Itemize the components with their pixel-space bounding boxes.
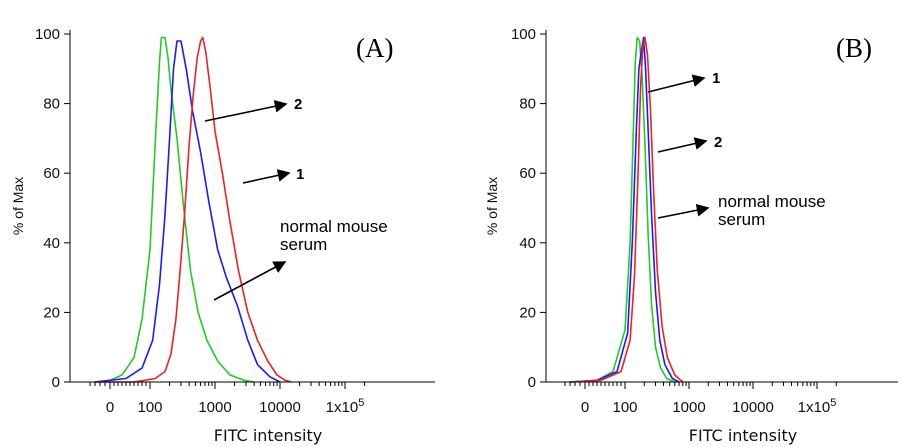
- panel-a-x-title: FITC intensity: [214, 426, 322, 445]
- panel-a-series-3-line: [95, 36, 292, 383]
- panel-a-y-tick-label: 100: [35, 26, 60, 43]
- panel-b-series-2-line: [569, 36, 680, 383]
- panel-a-y-tick-label: 60: [43, 165, 60, 182]
- panel-b-x-tick-label: 1x105: [798, 397, 837, 416]
- panel-b-y-title: % of Max: [484, 177, 500, 235]
- panel-a-label: (A): [356, 33, 393, 63]
- panel-a-annotation-serum: normal mouse serum: [280, 217, 388, 254]
- panel-b-arrow-2: [657, 137, 708, 153]
- panel-b-y-tick-label: 60: [519, 165, 536, 182]
- panel-a-arrow-serum: [213, 261, 287, 301]
- panel-b-x-tick-label: 10000: [732, 399, 774, 416]
- panel-a-x-tick-label: 1x105: [326, 397, 365, 416]
- panel-b-series-1-line: [569, 36, 676, 383]
- panel-a-y-tick-label: 0: [52, 374, 60, 391]
- panel-b-y-tick-label: 40: [519, 235, 536, 252]
- panel-b-y-ticks: 0 20 40 60 80 100: [511, 26, 546, 391]
- panel-a-x-tick-label: 100: [137, 399, 162, 416]
- panel-b-x-title: FITC intensity: [689, 426, 797, 445]
- panel-a-x-tick-label: 0: [106, 399, 114, 416]
- panel-b-y-tick-label: 20: [519, 304, 536, 321]
- panel-a-y-ticks: 0 20 40 60 80 100: [35, 26, 70, 391]
- panel-a-series-1-line: [94, 36, 255, 383]
- panel-b-series-3-line: [569, 36, 684, 383]
- panel-a: 0 20 40 60 80 100 0 100 1000 10000 1x105 (A) FITC…: [10, 26, 435, 445]
- panel-b-label: (B): [836, 33, 872, 63]
- panel-a-y-title: % of Max: [10, 177, 26, 235]
- panel-a-annotation-1: 1: [296, 166, 304, 183]
- panel-a-curves: [94, 36, 292, 383]
- panel-a-y-tick-label: 80: [43, 96, 60, 113]
- panel-b-x-ticks: 0 100 1000 10000 1x105: [564, 382, 837, 416]
- panel-b-x-tick-label: 1000: [672, 399, 705, 416]
- panel-b: 0 20 40 60 80 100 0 100 1000 10000 1x105 (B) FITC…: [484, 26, 898, 445]
- panel-b-arrow-1: [647, 74, 706, 93]
- panel-b-x-tick-label: 100: [612, 399, 637, 416]
- panel-a-x-tick-label: 1000: [198, 399, 231, 416]
- panel-b-annotation-2: 2: [714, 134, 722, 151]
- panel-a-arrow-2: [204, 100, 288, 122]
- panel-a-y-tick-label: 20: [43, 304, 60, 321]
- panel-a-x-tick-label: 10000: [259, 399, 301, 416]
- panel-b-y-tick-label: 100: [511, 26, 536, 43]
- panel-b-annotation-1: 1: [712, 70, 720, 87]
- panel-a-arrow-1: [242, 169, 291, 184]
- panel-a-annotation-2: 2: [294, 96, 302, 113]
- panel-b-arrow-serum: [657, 203, 710, 219]
- panel-b-y-tick-label: 80: [519, 96, 536, 113]
- panel-a-y-tick-label: 40: [43, 235, 60, 252]
- panel-a-series-2-line: [94, 40, 281, 383]
- panel-b-x-tick-label: 0: [581, 399, 589, 416]
- panel-b-curves: [569, 36, 684, 383]
- panel-a-x-ticks: 0 100 1000 10000 1x105: [89, 382, 366, 416]
- panel-b-y-tick-label: 0: [528, 374, 536, 391]
- panel-b-annotation-serum: normal mouse serum: [718, 192, 826, 229]
